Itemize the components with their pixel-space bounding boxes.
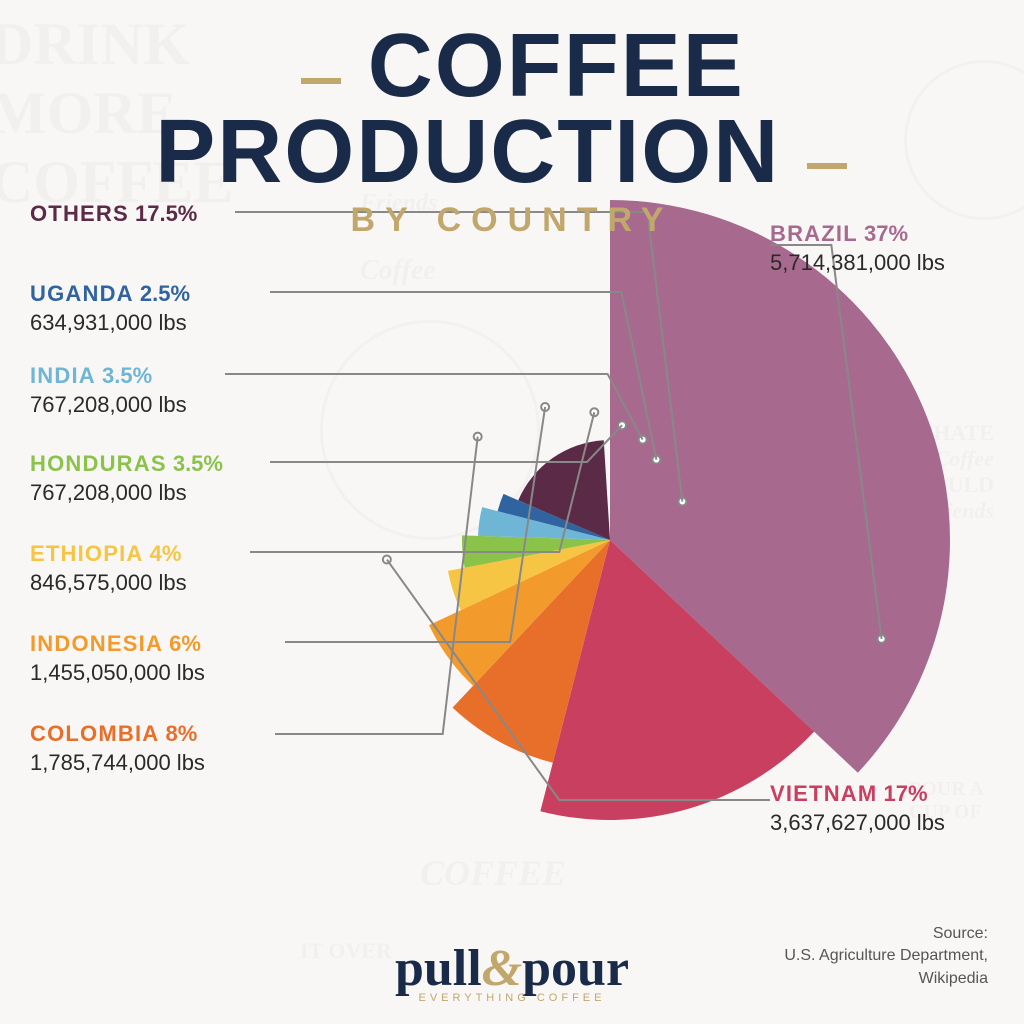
source-line2: Wikipedia	[919, 970, 988, 987]
label-pct-uganda: 2.5%	[134, 281, 190, 306]
label-pct-honduras: 3.5%	[167, 451, 223, 476]
label-lbs-ethiopia: 846,575,000 lbs	[30, 569, 187, 598]
brand-name-a: pull	[395, 940, 482, 997]
source-line1: U.S. Agriculture Department,	[784, 947, 988, 964]
label-country-honduras: HONDURAS	[30, 451, 167, 476]
label-lbs-indonesia: 1,455,050,000 lbs	[30, 659, 205, 688]
label-country-ethiopia: ETHIOPIA	[30, 541, 144, 566]
label-country-india: INDIA	[30, 363, 96, 388]
title-block: COFFEE PRODUCTION BY COUNTRY	[0, 0, 1024, 240]
page-title: COFFEE PRODUCTION	[155, 16, 780, 202]
label-lbs-india: 767,208,000 lbs	[30, 391, 187, 420]
label-indonesia: INDONESIA 6% 1,455,050,000 lbs	[30, 630, 205, 687]
label-lbs-colombia: 1,785,744,000 lbs	[30, 749, 205, 778]
label-pct-colombia: 8%	[159, 721, 197, 746]
label-country-indonesia: INDONESIA	[30, 631, 163, 656]
label-country-colombia: COLOMBIA	[30, 721, 159, 746]
label-pct-vietnam: 17%	[877, 781, 927, 806]
label-lbs-brazil: 5,714,381,000 lbs	[770, 249, 945, 278]
label-country-vietnam: VIETNAM	[770, 781, 877, 806]
label-pct-ethiopia: 4%	[144, 541, 182, 566]
label-uganda: UGANDA 2.5% 634,931,000 lbs	[30, 280, 190, 337]
label-country-uganda: UGANDA	[30, 281, 134, 306]
label-pct-indonesia: 6%	[163, 631, 201, 656]
title-rule-right	[807, 163, 847, 169]
brand-ampersand: &	[482, 940, 522, 997]
label-colombia: COLOMBIA 8% 1,785,744,000 lbs	[30, 720, 205, 777]
label-vietnam: VIETNAM 17% 3,637,627,000 lbs	[770, 780, 945, 837]
label-lbs-vietnam: 3,637,627,000 lbs	[770, 809, 945, 838]
label-lbs-uganda: 634,931,000 lbs	[30, 309, 190, 338]
label-honduras: HONDURAS 3.5% 767,208,000 lbs	[30, 450, 223, 507]
title-rule-left	[301, 78, 341, 84]
source-attribution: Source: U.S. Agriculture Department, Wik…	[784, 923, 988, 990]
label-lbs-honduras: 767,208,000 lbs	[30, 479, 223, 508]
page-subtitle: BY COUNTRY	[0, 201, 1024, 240]
brand-name-b: pour	[522, 940, 629, 997]
label-pct-india: 3.5%	[96, 363, 152, 388]
chart-area: BRAZIL 37%5,714,381,000 lbsVIETNAM 17%3,…	[0, 200, 1024, 900]
source-label: Source:	[933, 925, 988, 942]
brand-tagline: EVERYTHING COFFEE	[0, 992, 1024, 1004]
label-india: INDIA 3.5% 767,208,000 lbs	[30, 362, 187, 419]
label-ethiopia: ETHIOPIA 4% 846,575,000 lbs	[30, 540, 187, 597]
